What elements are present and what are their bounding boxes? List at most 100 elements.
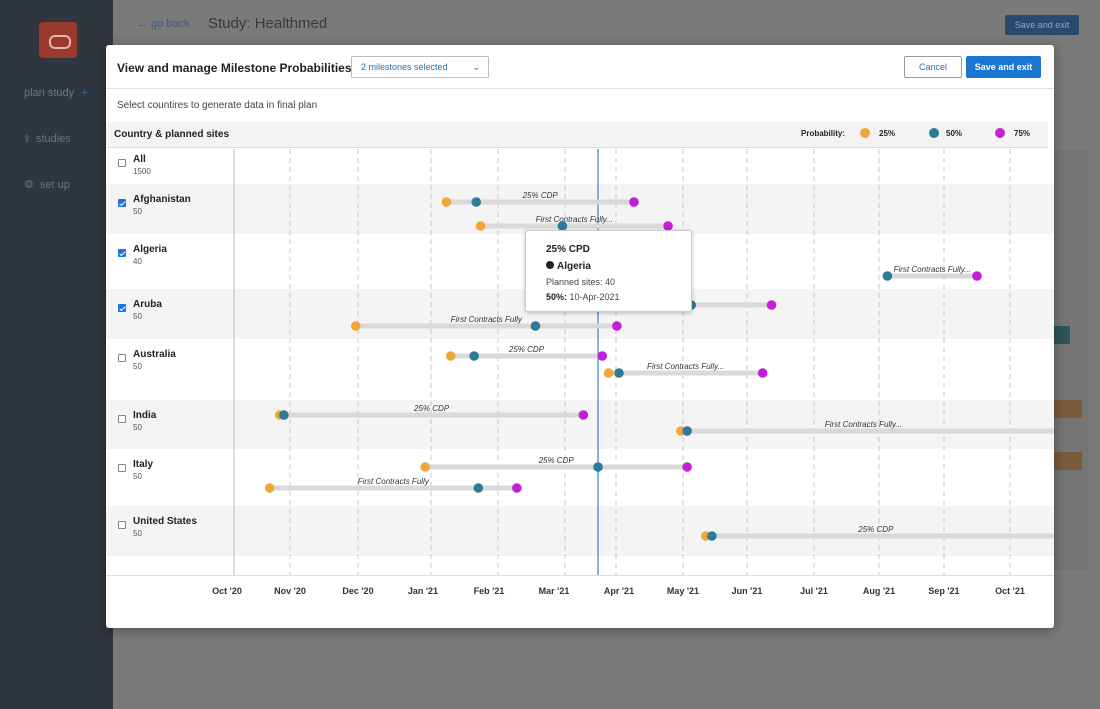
country-checkbox[interactable] (118, 249, 126, 257)
probability-point-50 (469, 351, 479, 361)
bg-brown-bar (1054, 452, 1082, 470)
country-name: Aruba (133, 299, 162, 310)
legend-label-25: 25% (879, 129, 896, 138)
study-title: Study: Healthmed (208, 15, 328, 32)
probability-point-25 (350, 321, 361, 331)
x-axis-line (106, 575, 1054, 576)
country-checkbox[interactable] (118, 521, 126, 529)
modal-subtitle: Select countires to generate data in fin… (117, 100, 318, 111)
legend-label-50: 50% (946, 129, 963, 138)
x-tick-label: Nov '20 (274, 586, 306, 596)
bg-brown-bar (1054, 400, 1082, 418)
plus-icon: + (81, 87, 88, 99)
probability-point-75 (597, 351, 608, 361)
milestone-label: 25% CDP (857, 525, 894, 534)
probability-point-75 (663, 221, 673, 231)
modal-header: View and manage Milestone Probabilities … (106, 45, 1054, 89)
country-checkbox[interactable] (118, 464, 126, 472)
probability-point-75 (766, 300, 777, 310)
x-tick-label: Feb '21 (474, 586, 505, 596)
nav-plan-study[interactable]: plan study + (24, 87, 88, 99)
globe-icon (546, 261, 554, 269)
country-row (106, 449, 1054, 506)
probability-point-50 (682, 426, 692, 436)
tooltip-country: Algeria (546, 261, 591, 272)
milestone-label: First Contracts Fully... (894, 265, 971, 274)
legend-label-75: 75% (1014, 129, 1031, 138)
milestone-label: 25% CDP (522, 191, 559, 200)
probability-point-50 (279, 410, 289, 420)
x-tick-label: Jul '21 (800, 586, 828, 596)
milestone-label: First Contracts Fully... (647, 362, 724, 371)
probability-point-50 (473, 483, 484, 493)
probability-point-75 (629, 197, 639, 207)
country-checkbox[interactable] (118, 199, 126, 207)
legend-dot-25 (860, 128, 870, 138)
x-tick-label: Dec '20 (342, 586, 373, 596)
country-name: All (133, 154, 146, 165)
country-checkbox[interactable] (118, 304, 126, 312)
probability-point-25 (264, 483, 275, 493)
country-name: Australia (133, 349, 176, 360)
country-name: Italy (133, 459, 154, 470)
modal-title: View and manage Milestone Probabilities (117, 61, 352, 75)
tooltip-date: 50%: 10-Apr-2021 (546, 292, 620, 302)
country-checkbox[interactable] (118, 415, 126, 423)
cancel-button[interactable]: Cancel (904, 56, 962, 78)
column-title: Country & planned sites (114, 129, 230, 140)
save-and-exit-button[interactable]: Save and exit (966, 56, 1041, 78)
chevron-down-icon: ⌄ (472, 62, 480, 72)
x-tick-label: Aug '21 (863, 586, 895, 596)
country-checkbox[interactable] (118, 159, 126, 167)
country-sites: 50 (133, 423, 142, 432)
milestone-select[interactable]: 2 milestones selected ⌄ (351, 56, 489, 78)
country-row (106, 339, 1054, 400)
milestone-label: First Contracts Fully (358, 477, 430, 486)
probability-point-50 (530, 321, 541, 331)
probability-point-50 (707, 531, 717, 541)
country-sites: 50 (133, 529, 142, 538)
milestone-label: 25% CDP (508, 345, 545, 354)
country-sites: 50 (133, 312, 142, 321)
legend-title: Probability: (801, 129, 846, 138)
probability-point-75 (612, 321, 622, 331)
bg-right-panel (1054, 150, 1088, 570)
milestone-probabilities-modal: View and manage Milestone Probabilities … (106, 45, 1054, 628)
probability-point-50 (593, 462, 603, 472)
probability-point-50 (471, 197, 482, 207)
country-name: Algeria (133, 244, 167, 255)
x-tick-label: Jun '21 (732, 586, 763, 596)
country-row (106, 506, 1054, 556)
gear-icon: ⚙ (24, 179, 34, 191)
probability-point-75 (512, 483, 522, 493)
milestone-label: First Contracts Fully... (825, 420, 902, 429)
country-sites: 1500 (133, 167, 151, 176)
country-checkbox[interactable] (118, 354, 126, 362)
x-tick-label: May '21 (667, 586, 699, 596)
go-back-link[interactable]: ← go back (137, 18, 190, 30)
tooltip-sites: Planned sites: 40 (546, 277, 616, 287)
caduceus-icon: ⚕ (24, 133, 30, 145)
country-name: Afghanistan (133, 194, 191, 205)
probability-point-75 (578, 410, 589, 420)
probability-point-25 (603, 368, 614, 378)
probability-point-25 (475, 221, 486, 231)
probability-point-75 (682, 462, 692, 472)
tooltip: 25% CPD Algeria Planned sites: 40 50%: 1… (525, 230, 692, 312)
probability-point-50 (557, 221, 568, 231)
bg-teal-bar (1054, 326, 1070, 344)
x-tick-label: Mar '21 (539, 586, 570, 596)
milestone-label: First Contracts Fully... (536, 215, 613, 224)
country-name: United States (133, 516, 197, 527)
bg-save-exit-button[interactable]: Save and exit (1005, 15, 1079, 35)
country-row (106, 149, 1054, 184)
nav-studies[interactable]: ⚕ studies (24, 133, 71, 145)
x-tick-label: Oct '20 (212, 586, 242, 596)
milestone-label: 25% CDP (413, 404, 450, 413)
probability-point-50 (614, 368, 624, 378)
probability-point-25 (445, 351, 456, 361)
probability-point-25 (420, 462, 430, 472)
country-name: India (133, 410, 157, 421)
nav-set-up[interactable]: ⚙ set up (24, 179, 70, 191)
milestone-select-value: 2 milestones selected (361, 62, 448, 72)
